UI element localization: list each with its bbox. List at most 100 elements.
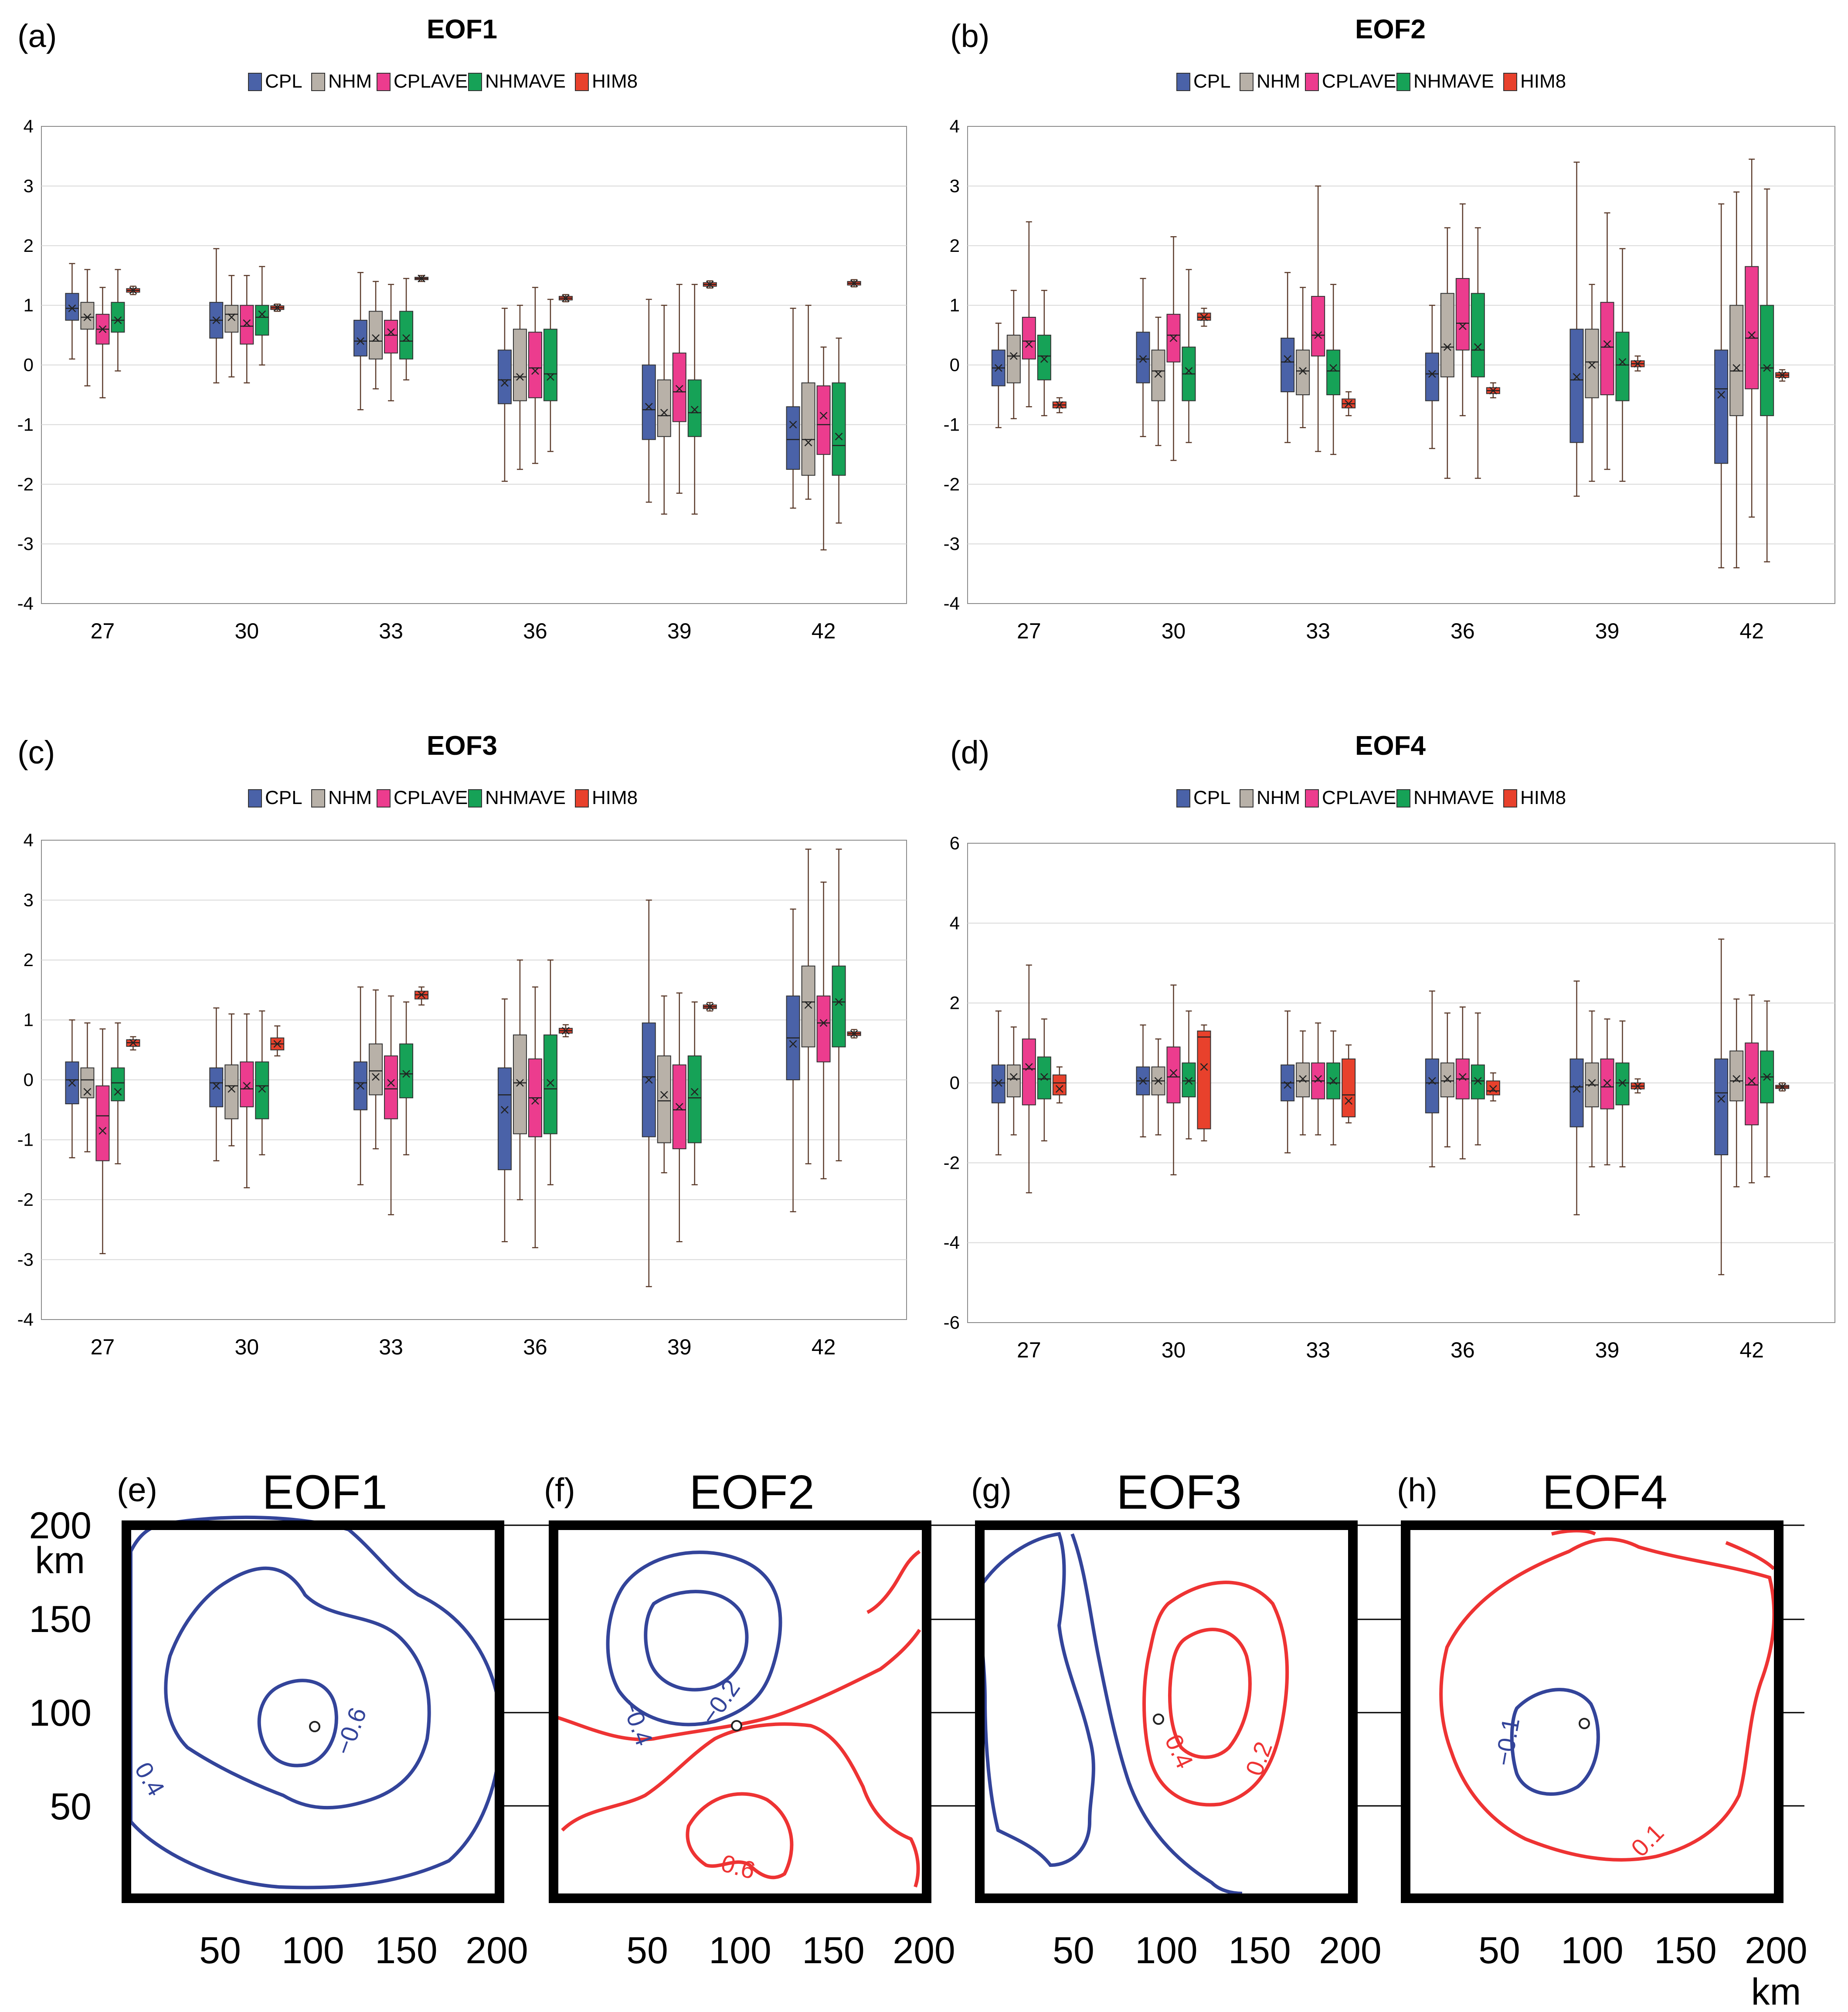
box-nhm: [224, 1013, 239, 1147]
x-tick-label: 150: [375, 1930, 438, 1971]
mean-marker: [372, 1073, 380, 1081]
map-frame: [549, 1520, 931, 1903]
box-nhm: [80, 269, 95, 387]
box-nhmave: [399, 278, 414, 380]
box-cpl: [1136, 1024, 1150, 1137]
contour-red-outer: [1142, 1581, 1289, 1807]
box-body: [1151, 349, 1165, 401]
box-him8: [1342, 1044, 1356, 1123]
legend-label: NHM: [1257, 787, 1300, 808]
mean-marker: [1299, 1075, 1307, 1083]
box-body: [255, 305, 269, 336]
box-body: [1006, 1064, 1021, 1098]
legend-swatch: [377, 73, 391, 91]
legend-label: NHMAVE: [1413, 787, 1494, 808]
mean-marker: [1009, 352, 1018, 360]
box-body: [1745, 1042, 1759, 1126]
legend: CPL NHM CPLAVE NHMAVE HIM8: [1176, 71, 1566, 92]
box-cplave: [384, 995, 398, 1215]
legend-swatch: [1240, 789, 1254, 808]
box-cplave: [1600, 1018, 1614, 1166]
box-body: [801, 382, 815, 476]
box-him8: [414, 986, 429, 1006]
map-frame: [1401, 1520, 1783, 1903]
mean-marker: [83, 1088, 92, 1096]
legend-swatch: [1396, 789, 1410, 808]
box-nhm: [513, 305, 527, 470]
legend-item: HIM8: [1503, 71, 1566, 92]
y-tick-label: 4: [950, 913, 960, 933]
box-body: [1471, 1064, 1485, 1099]
mean-marker: [645, 1076, 653, 1084]
box-body: [1022, 317, 1036, 360]
box-body: [369, 311, 383, 360]
x-tick-label: 33: [379, 619, 403, 643]
mean-marker: [83, 313, 92, 321]
box-him8: [1052, 1066, 1067, 1104]
legend-label: CPLAVE: [1322, 71, 1396, 92]
mean-marker: [531, 367, 539, 375]
y-tick-label: 1: [24, 1010, 34, 1030]
mean-marker: [562, 1027, 570, 1035]
y-tick-label: -4: [17, 593, 34, 614]
legend-item: CPL: [1176, 787, 1231, 808]
contour-label: −0.1: [1489, 1716, 1525, 1768]
map-panel-e: (e) EOF1 0.4 −0.6: [117, 1466, 504, 1903]
y-tick-label: -3: [17, 1249, 34, 1270]
box-body: [672, 353, 686, 422]
legend-label: NHMAVE: [1413, 71, 1494, 92]
mean-marker: [1009, 1073, 1018, 1081]
box-nhmave: [111, 269, 125, 372]
legend-swatch: [1176, 73, 1190, 91]
box-nhmave: [832, 848, 846, 1161]
legend-item: HIM8: [575, 787, 638, 808]
x-tick-label: 50: [626, 1930, 668, 1971]
box-cpl: [642, 299, 656, 503]
legend-swatch: [1396, 73, 1410, 91]
mean-marker: [706, 280, 714, 288]
panel-d: (d) EOF4 CPL NHM CPLAVE NHMAVE HIM8 6420-2-4…: [944, 731, 1835, 1362]
box-body: [95, 1085, 110, 1161]
box-nhm: [1729, 998, 1744, 1188]
legend-item: NHM: [1240, 71, 1300, 92]
x-tick-label: 42: [1739, 619, 1764, 643]
x-tick-label: 100: [282, 1930, 344, 1971]
mean-marker: [531, 1097, 539, 1105]
map-panels: (e) EOF1 0.4 −0.6 (f) EOF2: [29, 1466, 1807, 2012]
box-nhm: [224, 275, 239, 378]
box-him8: [1775, 369, 1790, 382]
box-him8: [558, 1024, 573, 1038]
legend-swatch: [248, 73, 262, 91]
box-cpl: [1136, 278, 1150, 437]
x-tick-label: 39: [667, 619, 692, 643]
mean-marker: [1025, 1063, 1033, 1071]
mean-marker: [1200, 1063, 1208, 1071]
box-cpl: [1714, 938, 1729, 1276]
y-tick-label: 0: [950, 355, 960, 375]
legend-swatch: [1176, 789, 1190, 808]
contour-label: 0.2: [1240, 1738, 1277, 1779]
mean-marker: [819, 411, 828, 420]
box-body: [543, 1034, 557, 1134]
box-body: [1615, 332, 1630, 401]
x-tick-label: 36: [523, 619, 547, 643]
box-nhmave: [1615, 1020, 1630, 1167]
x-tick-label: 36: [1451, 1338, 1475, 1362]
mean-marker: [243, 319, 251, 327]
contour-blue-left: [978, 1532, 1095, 1867]
mean-marker: [99, 325, 107, 333]
legend-label: NHM: [1257, 71, 1300, 92]
box-him8: [414, 275, 429, 282]
y-tick-label: 2: [24, 235, 34, 256]
box-him8: [1486, 382, 1500, 399]
map-y-axis: 200 km 150 100 50: [29, 1505, 92, 1828]
box-body: [1037, 335, 1051, 380]
x-tick-label: 100: [1135, 1930, 1198, 1971]
x-tick-label: 100: [1561, 1930, 1624, 1971]
legend-item: HIM8: [1503, 787, 1566, 808]
y-tick-label: -6: [944, 1312, 960, 1333]
mean-marker: [1329, 1077, 1338, 1085]
box-cpl: [1281, 1010, 1295, 1154]
y-tick-label: 3: [24, 890, 34, 910]
